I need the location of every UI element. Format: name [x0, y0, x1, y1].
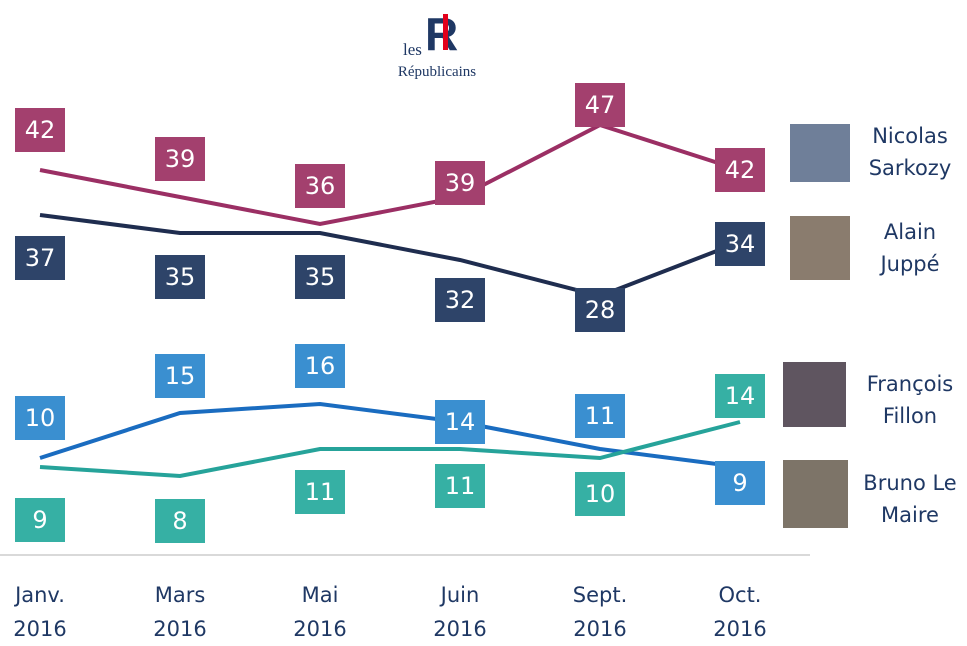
data-label: 11: [305, 478, 336, 506]
data-label: 36: [305, 172, 336, 200]
legend-label: François Fillon: [866, 372, 954, 428]
label-box: [575, 288, 625, 332]
x-tick-label: Oct. 2016: [713, 583, 767, 641]
label-box: [15, 498, 65, 542]
photos: [783, 124, 850, 528]
label-box: [715, 148, 765, 192]
data-label: 10: [585, 480, 616, 508]
data-label: 28: [585, 296, 616, 324]
data-label: 9: [732, 469, 747, 497]
label-box: [15, 108, 65, 152]
label-box: [435, 161, 485, 205]
x-tick-label: Mai 2016: [293, 583, 347, 641]
label-box: [15, 236, 65, 280]
series-line: [39, 122, 741, 227]
label-box: [575, 83, 625, 127]
label-box: [155, 354, 205, 398]
photo: [790, 216, 850, 280]
label-box: [435, 278, 485, 322]
x-tick-label: Mars 2016: [153, 583, 207, 641]
data-label: 8: [172, 507, 187, 535]
data-label: 39: [445, 169, 476, 197]
x-tick-label: Juin 2016: [433, 583, 487, 641]
data-label: 39: [165, 145, 196, 173]
logo-letters: R: [425, 8, 458, 60]
legend-label: Nicolas Sarkozy: [868, 124, 952, 180]
logo-stripe: [443, 14, 448, 50]
label-box: [295, 344, 345, 388]
data-label: 16: [305, 352, 336, 380]
legend-label: Alain Juppé: [880, 220, 940, 276]
label-box: [575, 472, 625, 516]
data-label: 11: [445, 472, 476, 500]
data-label: 14: [725, 382, 756, 410]
data-label: 14: [445, 408, 476, 436]
x-tick-label: Sept. 2016: [572, 583, 628, 641]
data-label: 47: [585, 91, 616, 119]
photo: [790, 124, 850, 182]
label-box: [715, 222, 765, 266]
data-label: 11: [585, 402, 616, 430]
data-label: 35: [165, 263, 196, 291]
data-label: 42: [25, 116, 56, 144]
label-box: [15, 396, 65, 440]
label-box: [435, 464, 485, 508]
label-box: [295, 470, 345, 514]
label-box: [155, 137, 205, 181]
label-box: [435, 400, 485, 444]
label-box: [575, 394, 625, 438]
series-line: [39, 213, 741, 299]
series-line: [39, 401, 741, 469]
label-box: [715, 461, 765, 505]
legend-label: Bruno Le Maire: [863, 471, 957, 527]
data-label: 32: [445, 286, 476, 314]
data-label: 9: [32, 506, 47, 534]
x-tick-label: Janv. 2016: [13, 583, 67, 641]
data-label: 10: [25, 404, 56, 432]
data-label: 34: [725, 230, 756, 258]
label-box: [295, 164, 345, 208]
logo-small: les: [403, 40, 422, 59]
logo: les R Républicains: [398, 8, 476, 80]
logo-name: Républicains: [398, 64, 476, 80]
label-box: [155, 499, 205, 543]
photo: [783, 460, 848, 528]
label-box: [155, 255, 205, 299]
data-label: 37: [25, 244, 56, 272]
photo: [783, 362, 846, 427]
data-label: 35: [305, 263, 336, 291]
series-line: [39, 420, 741, 479]
data-label: 42: [725, 156, 756, 184]
label-box: [295, 255, 345, 299]
data-label: 15: [165, 362, 196, 390]
label-box: [715, 374, 765, 418]
